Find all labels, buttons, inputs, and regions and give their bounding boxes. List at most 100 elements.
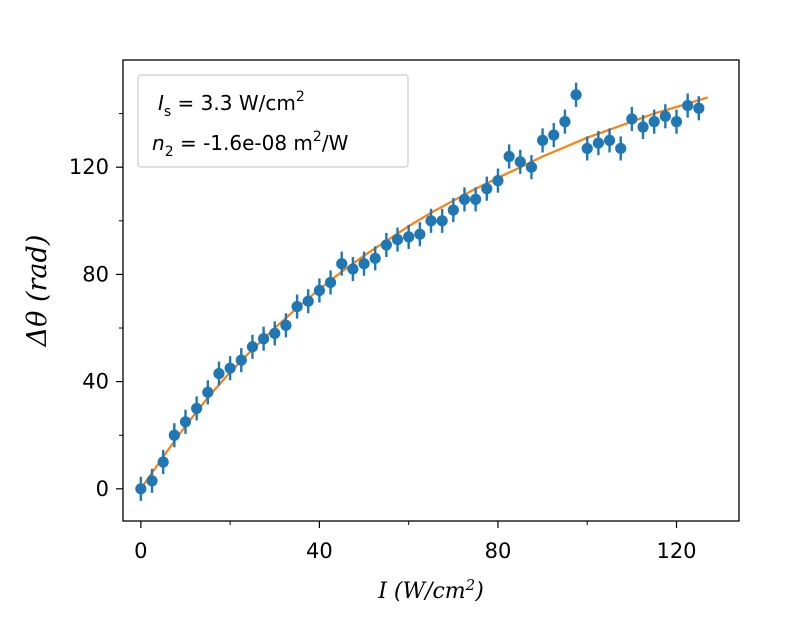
data-point xyxy=(302,289,314,314)
data-point xyxy=(648,109,660,134)
data-point xyxy=(258,326,270,351)
data-marker xyxy=(291,300,303,313)
data-point xyxy=(492,168,504,193)
y-tick-label: 0 xyxy=(96,477,109,501)
data-marker xyxy=(403,231,415,243)
data-marker xyxy=(626,113,638,125)
data-marker xyxy=(202,386,214,398)
data-marker xyxy=(179,416,192,428)
data-marker xyxy=(347,263,359,275)
data-points-layer xyxy=(135,82,705,501)
data-point xyxy=(414,222,426,247)
data-marker xyxy=(313,284,326,297)
data-point xyxy=(313,278,326,303)
data-marker xyxy=(380,239,392,251)
data-marker xyxy=(269,327,281,339)
data-point xyxy=(202,380,214,405)
y-axis-label: Δθ (rad) xyxy=(22,235,53,348)
data-point xyxy=(369,246,381,271)
data-point xyxy=(347,256,359,282)
data-point xyxy=(447,198,459,223)
x-tick-label: 0 xyxy=(134,539,147,563)
data-marker xyxy=(570,89,582,101)
data-point xyxy=(191,396,203,421)
data-marker xyxy=(603,134,616,147)
data-point xyxy=(559,109,571,134)
y-tick-label: 40 xyxy=(82,370,109,394)
data-marker xyxy=(559,116,571,128)
data-point xyxy=(135,476,147,501)
data-point xyxy=(458,187,471,212)
x-tick-label: 80 xyxy=(485,539,512,563)
data-point xyxy=(291,294,303,319)
data-marker xyxy=(436,215,448,227)
y-tick-label: 80 xyxy=(82,262,109,286)
data-marker xyxy=(470,193,482,205)
data-marker xyxy=(615,142,627,155)
data-marker xyxy=(235,354,247,366)
data-marker xyxy=(536,134,549,147)
data-point xyxy=(481,176,493,201)
data-marker xyxy=(693,102,705,114)
data-point xyxy=(246,334,259,359)
data-point xyxy=(637,114,649,140)
data-marker xyxy=(324,276,337,289)
data-marker xyxy=(414,228,426,240)
data-marker xyxy=(224,362,236,374)
data-point xyxy=(168,423,180,448)
data-marker xyxy=(659,110,671,122)
data-marker xyxy=(336,258,348,270)
data-point xyxy=(514,149,526,174)
data-point xyxy=(659,104,671,129)
data-marker xyxy=(682,99,694,112)
data-point xyxy=(358,251,370,276)
data-point xyxy=(425,208,437,233)
data-marker xyxy=(581,142,593,155)
data-marker xyxy=(458,193,471,205)
legend-line-saturation-intensity: Is = 3.3 W/cm2 xyxy=(158,89,305,120)
y-tick-label: 120 xyxy=(69,155,109,179)
data-point xyxy=(179,409,192,434)
data-point xyxy=(693,96,705,121)
data-point xyxy=(525,155,538,180)
data-marker xyxy=(503,150,515,163)
x-tick-label: 40 xyxy=(306,539,333,563)
data-marker xyxy=(358,258,370,270)
data-point xyxy=(224,356,236,381)
data-marker xyxy=(280,319,292,331)
data-marker xyxy=(369,252,381,264)
data-marker xyxy=(525,161,538,173)
data-marker xyxy=(648,116,660,128)
data-point xyxy=(536,128,549,153)
data-point xyxy=(548,122,560,148)
data-point xyxy=(581,136,593,161)
data-point xyxy=(403,224,415,249)
data-point xyxy=(280,313,292,338)
legend: Is = 3.3 W/cm2 n2 = -1.6e-08 m2/W xyxy=(137,74,409,168)
data-marker xyxy=(135,483,147,495)
data-point xyxy=(269,321,281,346)
data-marker xyxy=(592,137,604,149)
data-marker xyxy=(425,215,437,227)
data-marker xyxy=(447,204,459,216)
data-point xyxy=(470,187,482,212)
data-marker xyxy=(514,156,526,168)
data-point xyxy=(570,82,582,107)
data-marker xyxy=(391,233,404,246)
plot-frame xyxy=(122,59,740,522)
data-point xyxy=(670,109,683,134)
data-point xyxy=(391,227,404,252)
data-marker xyxy=(246,341,259,353)
data-marker xyxy=(492,175,504,187)
data-point xyxy=(615,136,627,161)
data-point xyxy=(213,361,225,386)
data-marker xyxy=(481,183,493,195)
data-marker xyxy=(191,402,203,415)
data-marker xyxy=(637,121,649,133)
data-point xyxy=(503,144,515,169)
data-marker xyxy=(302,295,314,307)
data-marker xyxy=(213,367,225,380)
data-marker xyxy=(168,429,180,441)
data-point xyxy=(603,128,616,153)
